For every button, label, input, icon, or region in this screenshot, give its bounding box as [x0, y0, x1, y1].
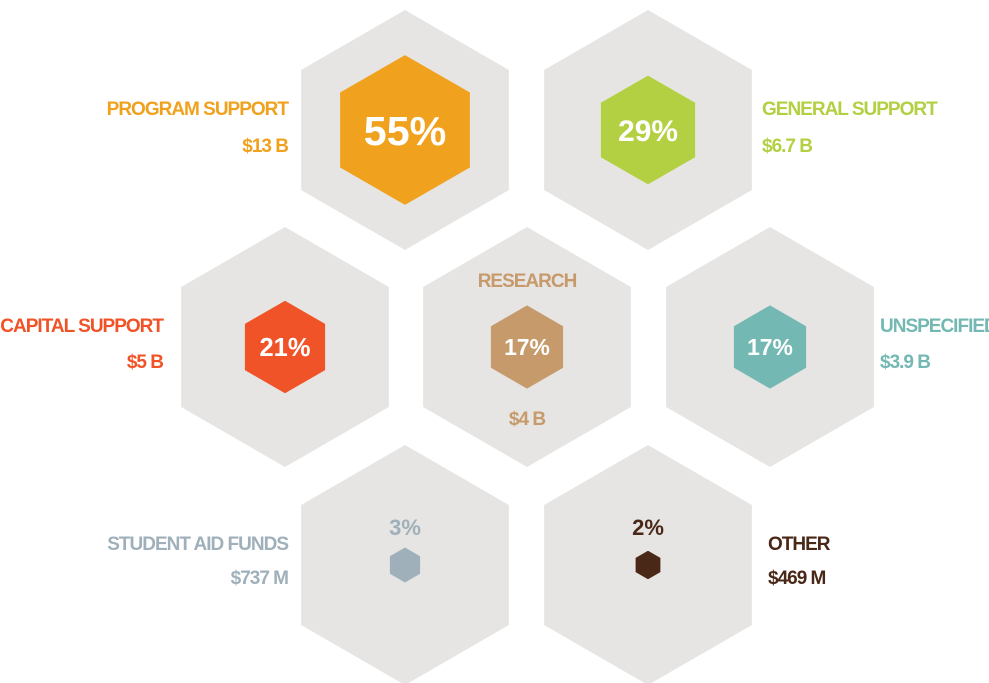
value-hexagon: [340, 55, 470, 205]
amount-label: $469 M: [768, 568, 826, 589]
category-label: UNSPECIFIED: [880, 316, 989, 337]
amount-label: $6.7 B: [762, 136, 812, 157]
value-hexagon: [389, 547, 421, 583]
value-hexagon: [490, 305, 564, 389]
amount-label: $3.9 B: [880, 352, 930, 373]
category-label: RESEARCH: [478, 271, 577, 292]
value-hexagon: [733, 305, 807, 389]
value-label: 2%: [632, 515, 664, 540]
category-label: CAPITAL SUPPORT: [0, 316, 164, 337]
value-label: 29%: [618, 115, 678, 148]
amount-label: $5 B: [127, 352, 163, 373]
value-label: 21%: [260, 334, 311, 362]
value-hexagon: [244, 300, 326, 394]
category-label: OTHER: [768, 534, 831, 555]
value-label: 17%: [747, 334, 793, 360]
amount-label: $13 B: [242, 136, 288, 157]
value-hexagon: [600, 75, 696, 185]
value-label: 17%: [504, 334, 550, 360]
amount-label: $737 M: [231, 568, 289, 589]
amount-label: $4 B: [509, 409, 545, 430]
category-label: STUDENT AID FUNDS: [107, 534, 288, 555]
value-label: 55%: [364, 108, 446, 154]
value-label: 3%: [389, 515, 421, 540]
category-label: PROGRAM SUPPORT: [107, 99, 290, 120]
value-hexagon: [635, 550, 661, 580]
category-label: GENERAL SUPPORT: [762, 99, 938, 120]
